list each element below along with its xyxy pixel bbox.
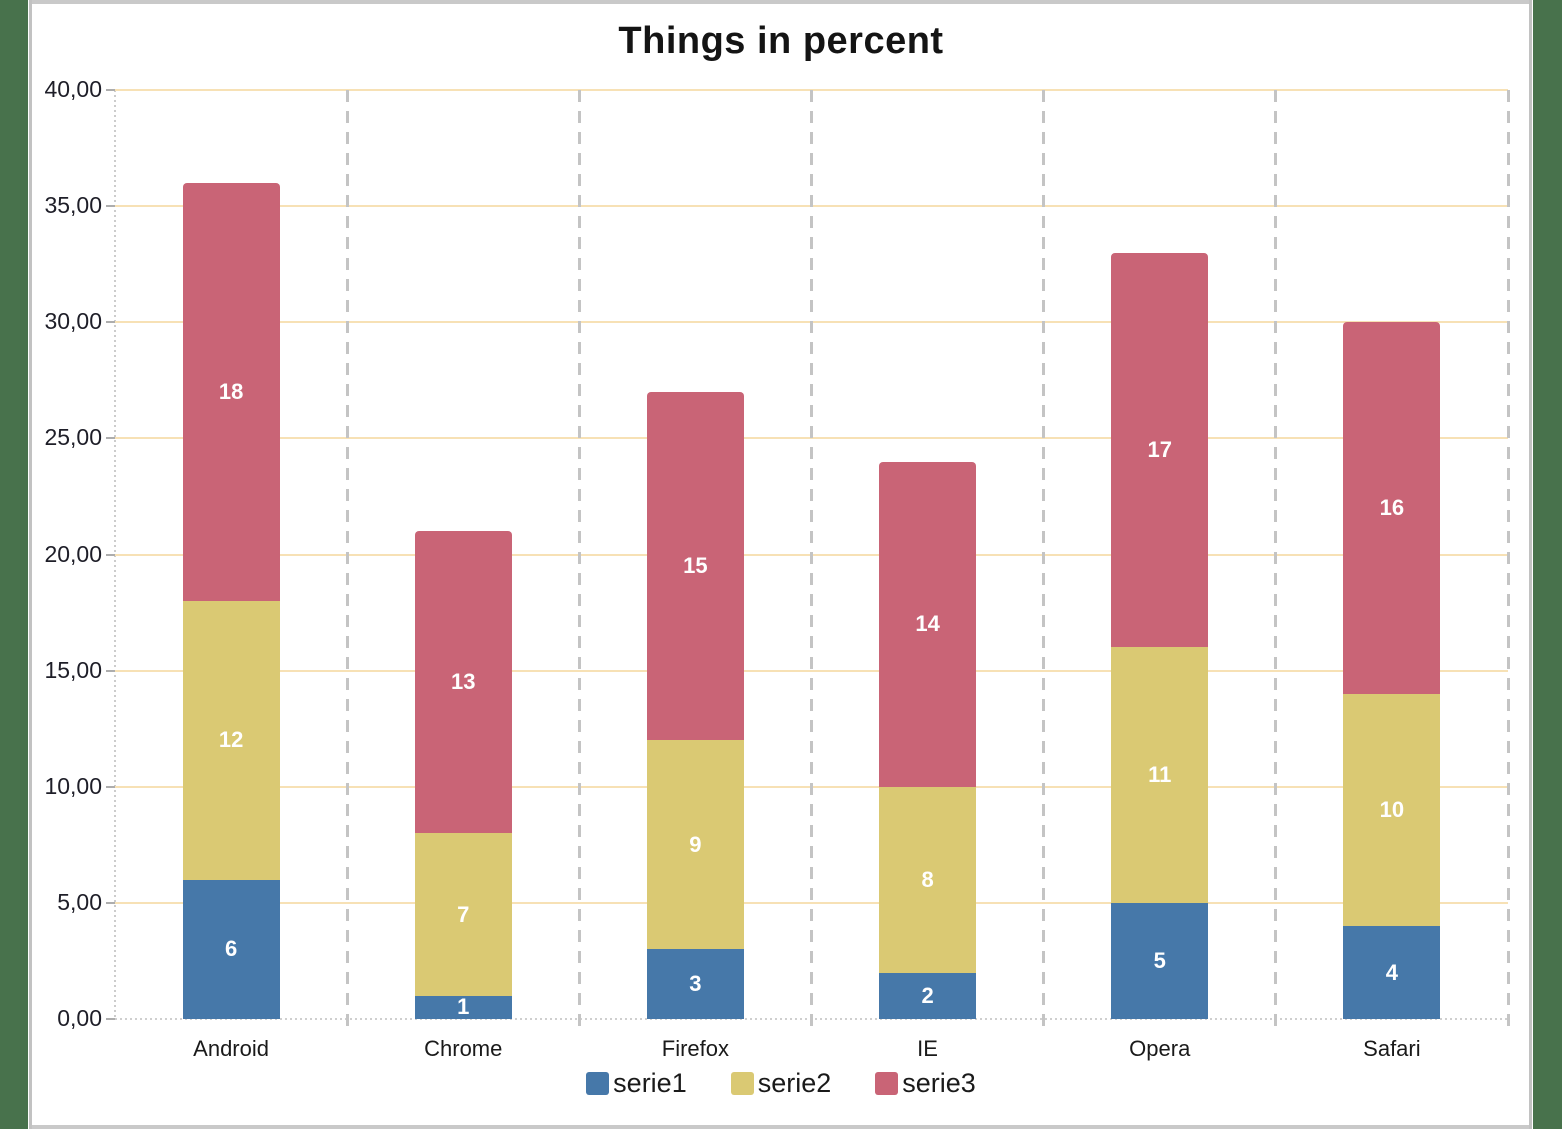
chart-title: Things in percent	[618, 20, 944, 62]
window-border-right-inner-line	[1529, 0, 1532, 1129]
bar-value-label: 15	[683, 553, 708, 579]
window-border-bottom	[32, 1125, 1529, 1129]
legend-item-serie3: serie3	[875, 1068, 976, 1099]
x-axis-label-chrome: Chrome	[424, 1036, 503, 1061]
window-border-right	[1533, 0, 1562, 1129]
legend-swatch-serie2	[730, 1072, 754, 1095]
x-axis-label-safari: Safari	[1363, 1036, 1421, 1061]
y-axis-label: 40,00	[44, 76, 102, 102]
vertical-gridline	[577, 90, 581, 1029]
bar-value-label: 13	[451, 669, 476, 695]
x-axis-label-ie: IE	[917, 1036, 938, 1061]
y-axis-tick	[106, 1018, 115, 1020]
y-axis-tick	[106, 669, 115, 672]
bar-segment-serie2-safari: 10	[1343, 693, 1441, 927]
bar-value-label: 10	[1379, 796, 1405, 822]
bar-value-label: 3	[689, 971, 702, 997]
bar-segment-serie1-opera: 5	[1111, 902, 1209, 1019]
legend: serie1 serie2 serie3	[0, 1068, 1562, 1099]
window-border-left-inner-line	[29, 0, 32, 1129]
legend-swatch-serie1	[586, 1072, 610, 1095]
bar-value-label: 6	[224, 936, 238, 962]
bar-segment-serie1-ie: 2	[879, 972, 977, 1019]
bar-segment-serie3-ie: 14	[879, 461, 977, 787]
bar-segment-serie2-chrome: 7	[414, 833, 512, 996]
legend-item-serie2: serie2	[730, 1068, 832, 1099]
legend-label-serie2: serie2	[757, 1068, 832, 1098]
y-axis-tick	[106, 321, 115, 324]
bar-value-label: 12	[218, 727, 244, 753]
x-axis-label-firefox: Firefox	[661, 1036, 730, 1061]
x-axis-label-opera: Opera	[1129, 1036, 1191, 1061]
bar-segment-serie3-opera: 17	[1111, 252, 1209, 648]
bar-value-label: 2	[921, 982, 934, 1008]
y-axis-tick	[106, 205, 115, 208]
bar-segment-serie1-chrome: 1	[414, 994, 512, 1020]
y-axis-label: 35,00	[44, 192, 102, 219]
bar-segment-serie2-opera: 11	[1111, 647, 1209, 903]
bar-segment-serie1-safari: 4	[1343, 926, 1441, 1019]
y-axis-label: 5,00	[57, 888, 102, 915]
y-axis-label: 10,00	[44, 772, 102, 799]
bar-segment-serie3-android: 18	[182, 182, 280, 601]
y-axis-label: 30,00	[44, 308, 102, 335]
y-axis-tick	[106, 437, 115, 440]
bar-value-label: 5	[1153, 947, 1166, 973]
bar-value-label: 18	[218, 378, 244, 404]
bar-value-label: 4	[1385, 959, 1399, 985]
y-axis-tick	[106, 901, 115, 904]
bar-value-label: 1	[457, 994, 470, 1020]
bar-segment-serie2-ie: 8	[879, 786, 977, 973]
bar-segment-serie1-firefox: 3	[646, 949, 744, 1019]
bar-value-label: 16	[1379, 495, 1405, 521]
x-axis-label-android: Android	[193, 1036, 269, 1061]
legend-label-serie3: serie3	[902, 1068, 976, 1098]
bar-value-label: 9	[689, 831, 702, 857]
vertical-gridline	[1506, 90, 1510, 1029]
bar-value-label: 17	[1147, 437, 1172, 462]
y-axis-label: 15,00	[44, 656, 102, 683]
y-axis-label: 20,00	[44, 540, 102, 567]
vertical-gridline	[345, 90, 349, 1029]
bar-segment-serie3-chrome: 13	[414, 531, 512, 834]
window-border-top	[32, 0, 1529, 4]
legend-swatch-serie3	[875, 1072, 899, 1095]
vertical-gridline	[1042, 90, 1046, 1029]
legend-label-serie1: serie1	[613, 1068, 687, 1098]
y-axis-label: 25,00	[44, 424, 102, 451]
bar-value-label: 7	[457, 901, 470, 927]
bar-segment-serie2-android: 12	[182, 600, 280, 880]
window-border-left	[0, 0, 28, 1129]
bar-segment-serie1-android: 6	[182, 879, 280, 1019]
y-axis-tick	[106, 785, 115, 788]
y-axis-label: 0,00	[57, 1005, 102, 1031]
bar-segment-serie3-safari: 16	[1343, 322, 1441, 694]
bar-value-label: 11	[1148, 762, 1172, 788]
plot-area: 6 12 18 1 7 13 3 9 15 2 8 14 5 11 17 4 10 16	[106, 89, 1510, 1029]
vertical-gridline	[810, 90, 813, 1029]
bar-segment-serie2-firefox: 9	[646, 740, 744, 950]
y-axis-tick	[106, 89, 115, 91]
y-axis-tick	[106, 553, 115, 556]
vertical-gridline	[1274, 90, 1278, 1029]
bar-segment-serie3-firefox: 15	[646, 391, 744, 741]
legend-item-serie1: serie1	[586, 1068, 687, 1099]
bar-value-label: 14	[915, 611, 940, 637]
bar-value-label: 8	[921, 866, 934, 892]
